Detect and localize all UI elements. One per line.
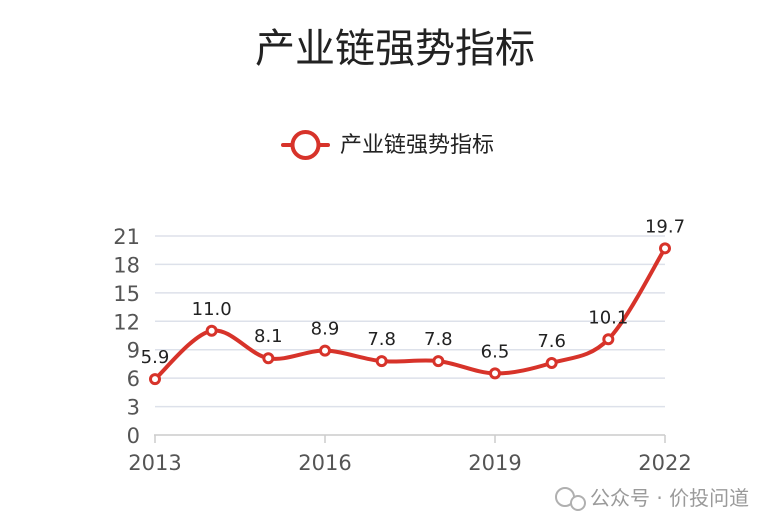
y-tick-label: 6 xyxy=(127,367,140,391)
data-label: 11.0 xyxy=(192,299,232,320)
x-tick-label: 2016 xyxy=(298,451,351,475)
y-tick-label: 18 xyxy=(113,253,140,277)
data-label: 5.9 xyxy=(141,347,170,368)
data-point[interactable] xyxy=(319,344,331,357)
data-labels: 5.9 11.0 8.1 8.9 7.8 7.8 6.5 7.6 10.1 19.7 xyxy=(141,216,685,368)
data-point[interactable] xyxy=(545,356,558,369)
y-tick-label: 15 xyxy=(113,282,140,306)
x-tick-label: 2013 xyxy=(128,451,181,475)
y-tick-label: 3 xyxy=(127,396,140,420)
data-point[interactable] xyxy=(489,367,501,380)
data-point[interactable] xyxy=(375,355,388,368)
data-point[interactable] xyxy=(262,352,275,365)
y-tick-label: 0 xyxy=(127,424,140,448)
data-label: 6.5 xyxy=(481,341,510,362)
data-label: 10.1 xyxy=(588,307,628,328)
data-label: 8.9 xyxy=(311,319,340,340)
data-label: 19.7 xyxy=(645,216,685,237)
data-label: 8.1 xyxy=(254,326,283,347)
x-axis: 2013 2016 2019 2022 xyxy=(128,435,692,475)
series-line xyxy=(153,247,667,381)
data-points xyxy=(149,242,671,386)
data-label: 7.8 xyxy=(424,329,453,350)
data-point[interactable] xyxy=(149,373,161,386)
legend-label: 产业链强势指标 xyxy=(340,133,494,158)
y-tick-label: 9 xyxy=(127,339,140,363)
x-tick-label: 2019 xyxy=(468,451,521,475)
y-tick-label: 12 xyxy=(113,310,140,334)
watermark: 公众号 · 价投问道 xyxy=(555,486,749,511)
x-tick-label: 2022 xyxy=(638,451,691,475)
data-point[interactable] xyxy=(432,355,445,368)
data-label: 7.6 xyxy=(537,331,566,352)
data-point[interactable] xyxy=(659,242,671,255)
wechat-icon-small xyxy=(570,495,586,511)
y-axis: 0 3 6 9 12 15 18 21 xyxy=(113,225,140,448)
legend-circle-icon xyxy=(290,130,321,160)
data-point[interactable] xyxy=(205,324,218,337)
data-label: 7.8 xyxy=(367,329,396,350)
grid-lines xyxy=(155,235,665,408)
watermark-text: 公众号 · 价投问道 xyxy=(590,486,749,510)
data-point[interactable] xyxy=(602,333,615,346)
legend[interactable]: 产业链强势指标 xyxy=(281,130,494,160)
chart-title: 产业链强势指标 xyxy=(255,26,535,72)
y-tick-label: 21 xyxy=(113,225,140,249)
